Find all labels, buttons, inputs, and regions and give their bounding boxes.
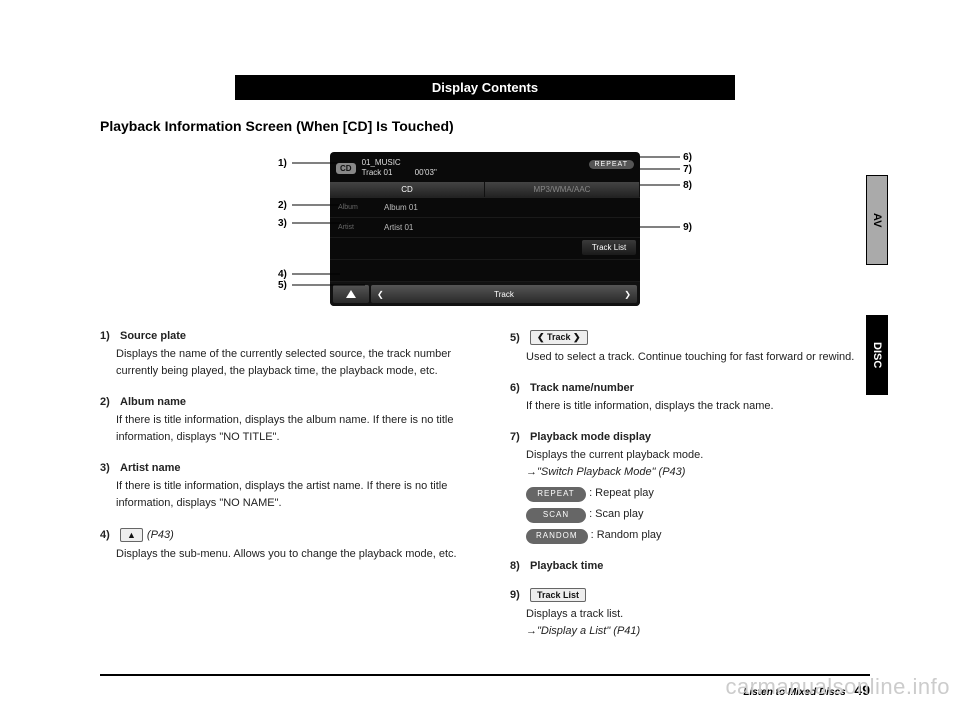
callout-6: 6): [683, 152, 692, 163]
source-plate: CD 01_MUSIC Track 01 00'03" REPEAT: [330, 156, 640, 180]
item-num: 8): [510, 560, 526, 572]
watermark: carmanualsonline.info: [725, 674, 950, 700]
item-body: If there is title information, displays …: [100, 478, 460, 512]
callout-7: 7): [683, 164, 692, 175]
item-3: 3) Artist name If there is title informa…: [100, 462, 460, 512]
item-body: If there is title information, displays …: [510, 398, 870, 415]
callout-4: 4): [278, 269, 287, 280]
artist-value: Artist 01: [384, 223, 632, 232]
item-title: Playback mode display: [530, 431, 651, 443]
item-body: Displays the sub-menu. Allows you to cha…: [100, 546, 460, 563]
tab-mp3[interactable]: MP3/WMA/AAC: [485, 182, 640, 197]
submenu-button[interactable]: [333, 285, 369, 303]
item-1: 1) Source plate Displays the name of the…: [100, 330, 460, 380]
item-body: Displays the name of the currently selec…: [100, 346, 460, 380]
bottom-bar: ❮ Track ❯: [330, 282, 640, 306]
item-num: 5): [510, 332, 526, 344]
callout-5: 5): [278, 280, 287, 291]
mode-desc: : Repeat play: [589, 487, 654, 499]
track-nav-pill: ❮ Track ❯: [530, 330, 588, 345]
media-tabs: CD MP3/WMA/AAC: [330, 182, 640, 198]
album-row: Album Album 01: [330, 198, 640, 218]
callout-3: 3): [278, 218, 287, 229]
callout-1: 1): [278, 158, 287, 169]
callout-9: 9): [683, 222, 692, 233]
chevron-left-icon: ❮: [377, 290, 384, 299]
item-body-pre: Displays the current playback mode.: [526, 447, 870, 464]
tracklist-pill: Track List: [530, 588, 586, 602]
tab-cd[interactable]: CD: [330, 182, 485, 197]
item-9: 9) Track List Displays a track list. →"D…: [510, 588, 870, 640]
item-2: 2) Album name If there is title informat…: [100, 396, 460, 446]
album-label: Album: [338, 204, 384, 211]
track-text: Track 01: [362, 168, 393, 177]
col-left: 1) Source plate Displays the name of the…: [100, 330, 460, 656]
chevron-right-icon: ❯: [624, 290, 631, 299]
item-body: Used to select a track. Continue touchin…: [510, 349, 870, 366]
item-num: 2): [100, 396, 116, 408]
item-num: 7): [510, 431, 526, 443]
description-columns: 1) Source plate Displays the name of the…: [100, 330, 870, 656]
manual-page: Display Contents Playback Information Sc…: [100, 75, 870, 665]
screenshot-figure: 1) 2) 3) 4) 5) 6) 7) 8) 9) CD: [260, 152, 710, 306]
submenu-icon-button: ▲: [120, 528, 143, 542]
track-nav-button[interactable]: ❮ Track ❯: [371, 285, 637, 303]
item-num: 3): [100, 462, 116, 474]
track-btn-label: Track: [494, 290, 514, 299]
item-title: Source plate: [120, 330, 186, 342]
item-title: Album name: [120, 396, 186, 408]
item-body-pre: Displays a track list.: [526, 606, 870, 623]
artist-row: Artist Artist 01: [330, 218, 640, 238]
time-text: 00'03": [415, 168, 437, 177]
item-4: 4) ▲ (P43) Displays the sub-menu. Allows…: [100, 528, 460, 563]
item-num: 9): [510, 589, 526, 601]
artist-label: Artist: [338, 224, 384, 231]
item-title: Track name/number: [530, 382, 634, 394]
album-value: Album 01: [384, 203, 632, 212]
item-6: 6) Track name/number If there is title i…: [510, 382, 870, 415]
item-7: 7) Playback mode display Displays the cu…: [510, 431, 870, 544]
item-num: 1): [100, 330, 116, 342]
mode-desc: : Scan play: [589, 508, 643, 520]
item-num: 6): [510, 382, 526, 394]
spacer-row: Track List: [330, 238, 640, 260]
header-bar: Display Contents: [235, 75, 735, 100]
side-tab-av: AV: [866, 175, 888, 265]
section-title: Playback Information Screen (When [CD] I…: [100, 118, 870, 134]
callout-8: 8): [683, 180, 692, 191]
folder-text: 01_MUSIC: [362, 158, 437, 168]
source-badge: CD: [336, 163, 356, 174]
col-right: 5) ❮ Track ❯ Used to select a track. Con…: [510, 330, 870, 656]
item-title: Artist name: [120, 462, 181, 474]
item-8: 8) Playback time: [510, 560, 870, 572]
item-title: Playback time: [530, 560, 603, 572]
mode-scan-pill: SCAN: [526, 508, 586, 522]
repeat-indicator: REPEAT: [589, 160, 635, 169]
side-tab-disc: DISC: [866, 315, 888, 395]
triangle-up-icon: [346, 290, 356, 298]
mode-repeat-pill: REPEAT: [526, 487, 586, 501]
item-body: If there is title information, displays …: [100, 412, 460, 446]
track-list-button[interactable]: Track List: [582, 240, 636, 255]
item-5: 5) ❮ Track ❯ Used to select a track. Con…: [510, 330, 870, 366]
page-ref: (P43): [147, 529, 174, 541]
callout-2: 2): [278, 200, 287, 211]
cd-screen: CD 01_MUSIC Track 01 00'03" REPEAT CD MP…: [330, 152, 640, 306]
page-ref: →"Switch Playback Mode" (P43): [526, 464, 870, 481]
page-ref: →"Display a List" (P41): [526, 623, 870, 640]
item-num: 4): [100, 529, 116, 541]
spacer-row-2: [330, 260, 640, 282]
mode-desc: : Random play: [591, 529, 662, 541]
mode-random-pill: RANDOM: [526, 529, 588, 543]
